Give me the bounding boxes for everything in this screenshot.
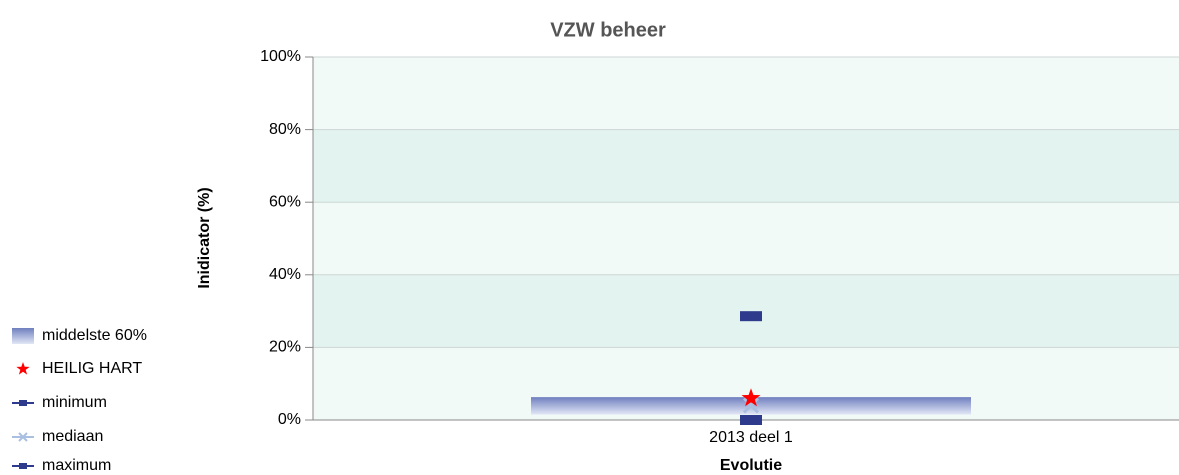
legend-label: HEILIG HART [42, 360, 142, 377]
plot-band [313, 202, 1179, 275]
legend-marker [18, 432, 28, 442]
y-tick-label: 80% [269, 121, 301, 138]
legend-marker [19, 463, 27, 469]
marker [740, 311, 762, 322]
chart-title: VZW beheer [550, 19, 666, 41]
y-tick-label: 0% [278, 411, 301, 428]
legend-marker [19, 400, 27, 406]
y-axis-title: Inidicator (%) [196, 187, 213, 288]
legend-label: middelste 60% [42, 327, 147, 344]
x-tick-label: 2013 deel 1 [709, 429, 793, 446]
marker [740, 415, 762, 425]
y-tick-label: 40% [269, 266, 301, 283]
y-tick-label: 100% [260, 48, 301, 65]
marker [742, 397, 760, 414]
plot-band [313, 57, 1179, 130]
marker [741, 388, 761, 407]
plot-band [313, 274, 1179, 348]
y-tick-label: 60% [269, 193, 301, 210]
legend-label: minimum [42, 394, 107, 411]
y-tick-label: 20% [269, 339, 301, 356]
legend-marker [16, 362, 30, 375]
plot-band [313, 129, 1179, 203]
legend-swatch [12, 328, 34, 344]
legend-label: mediaan [42, 428, 103, 445]
legend-label: maximum [42, 457, 111, 474]
x-axis-title: Evolutie [720, 457, 782, 474]
